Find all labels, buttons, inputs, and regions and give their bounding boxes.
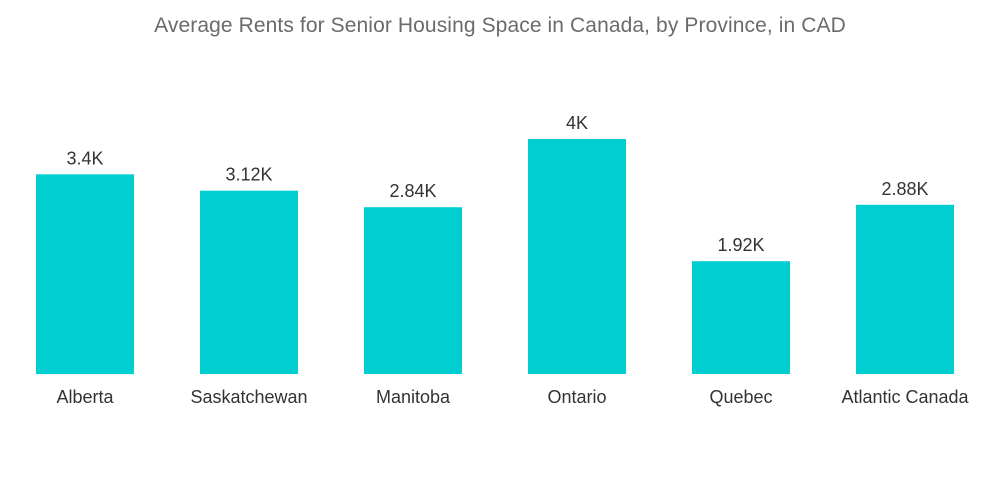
category-label-alberta: Alberta bbox=[56, 387, 114, 407]
data-label-atlantic-canada: 2.88K bbox=[881, 179, 928, 199]
category-label-atlantic-canada: Atlantic Canada bbox=[841, 387, 969, 407]
data-label-saskatchewan: 3.12K bbox=[225, 165, 272, 185]
category-label-quebec: Quebec bbox=[709, 387, 772, 407]
category-label-saskatchewan: Saskatchewan bbox=[190, 387, 307, 407]
bar-alberta bbox=[36, 174, 134, 375]
bar-ontario bbox=[528, 139, 626, 374]
data-label-alberta: 3.4K bbox=[66, 148, 103, 168]
data-label-quebec: 1.92K bbox=[717, 235, 764, 255]
chart-title: Average Rents for Senior Housing Space i… bbox=[154, 14, 846, 37]
data-label-ontario: 4K bbox=[566, 113, 588, 133]
bar-quebec bbox=[692, 261, 790, 374]
bar-saskatchewan bbox=[200, 190, 298, 374]
category-label-manitoba: Manitoba bbox=[376, 387, 451, 407]
bar-manitoba bbox=[364, 207, 462, 374]
data-label-manitoba: 2.84K bbox=[389, 181, 436, 201]
category-label-ontario: Ontario bbox=[547, 387, 606, 407]
bar-atlantic-canada bbox=[856, 204, 954, 374]
